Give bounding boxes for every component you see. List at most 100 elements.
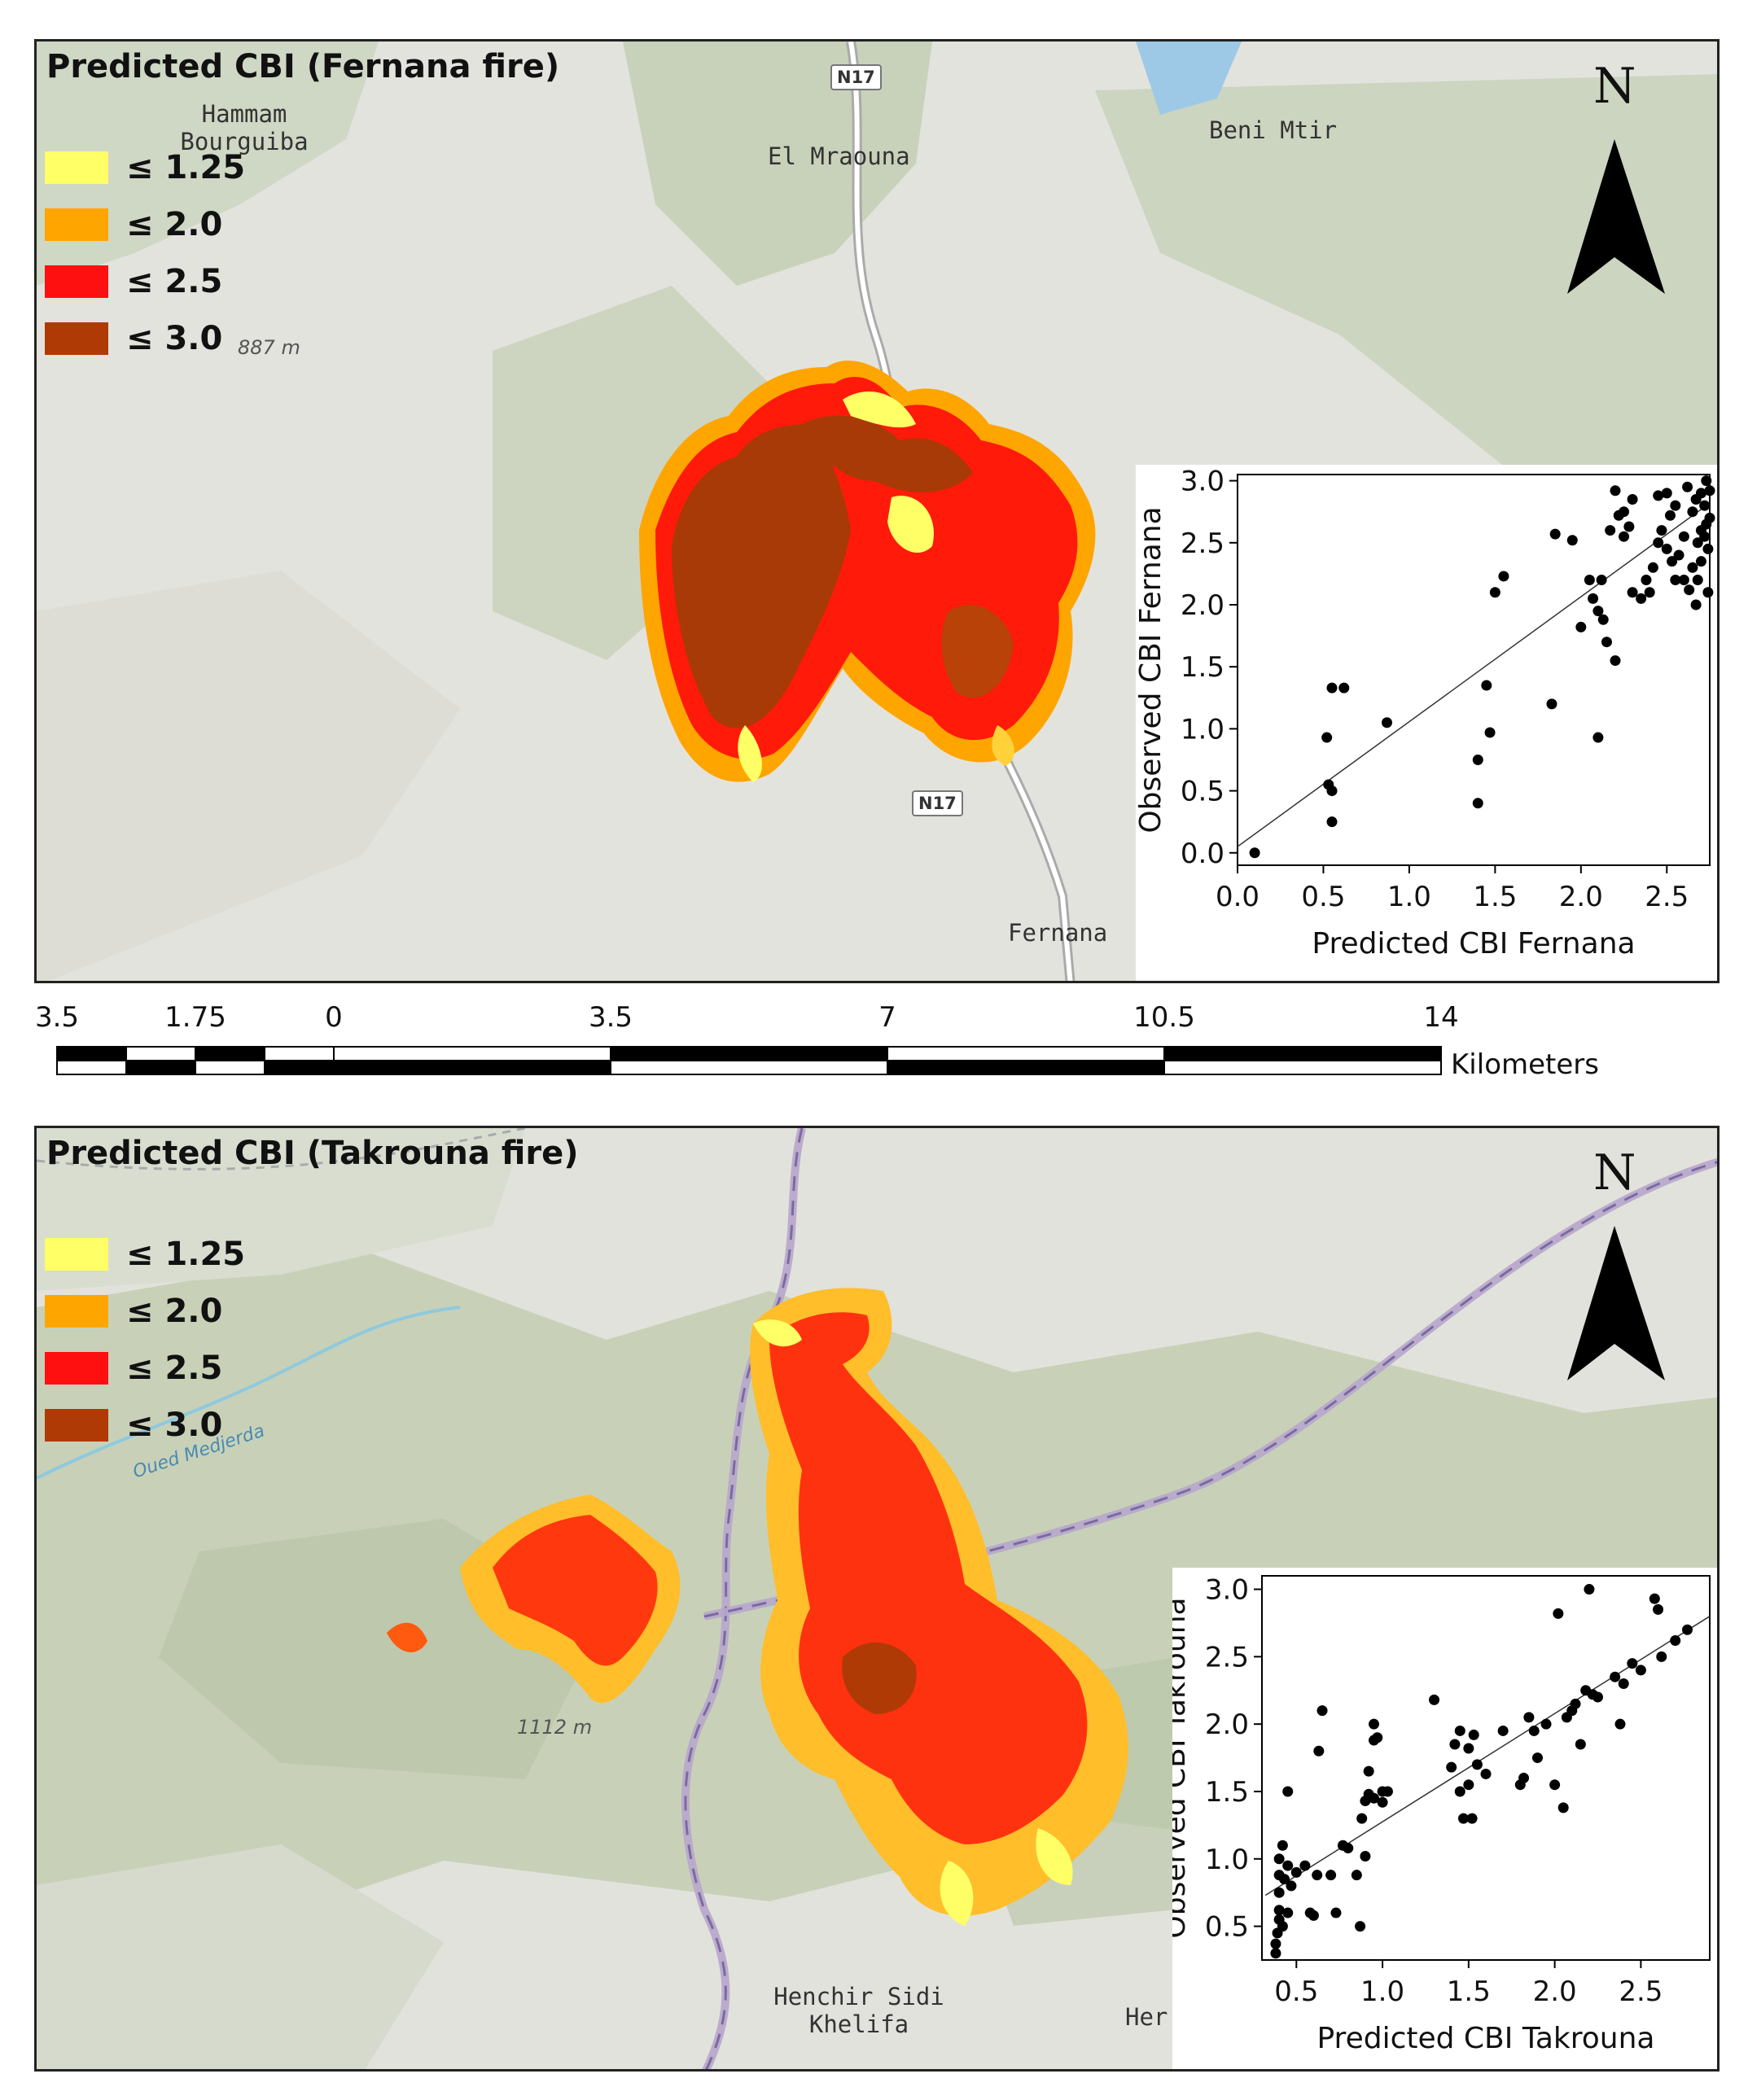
scatter-point xyxy=(1667,556,1678,567)
y-tick-label: 2.5 xyxy=(1205,1641,1249,1673)
scatter-point xyxy=(1673,549,1684,561)
scale-tick-label: 10.5 xyxy=(1133,1001,1195,1034)
scatter-point xyxy=(1684,584,1695,596)
legend-item: ≤ 2.5 xyxy=(45,253,245,310)
scatter-point xyxy=(1351,1870,1362,1881)
scatter-point xyxy=(1623,521,1635,532)
scatter-point xyxy=(1446,1761,1457,1773)
scatter-point xyxy=(1277,1921,1288,1932)
scatter-point xyxy=(1596,575,1607,586)
scatter-point xyxy=(1429,1694,1440,1705)
y-tick-label: 0.0 xyxy=(1181,838,1224,870)
scatter-point xyxy=(1282,1907,1294,1918)
y-tick-label: 3.0 xyxy=(1181,466,1224,498)
scatter-point xyxy=(1636,593,1647,604)
place-label-el-mraouna: El Mraouna xyxy=(768,142,910,170)
legend-item: ≤ 2.5 xyxy=(45,1340,245,1397)
scatter-point xyxy=(1695,556,1706,567)
legend-item: ≤ 3.0 xyxy=(45,1397,245,1454)
x-tick-label: 2.5 xyxy=(1619,1975,1663,2008)
scatter-point xyxy=(1653,1603,1664,1615)
scatter-point xyxy=(1627,1658,1638,1669)
scatter-point xyxy=(1463,1779,1474,1791)
scatter-point xyxy=(1627,587,1638,598)
scale-tick-label: 7 xyxy=(878,1001,896,1034)
scatter-point xyxy=(1273,1853,1285,1865)
legend-item: ≤ 2.0 xyxy=(45,1283,245,1340)
scatter-point xyxy=(1518,1772,1530,1783)
scale-unit-label: Kilometers xyxy=(1451,1048,1599,1081)
place-label-beni-mtir: Beni Mtir xyxy=(1209,116,1338,144)
legend-item: ≤ 3.0 xyxy=(45,310,245,367)
scatter-point xyxy=(1326,682,1338,693)
legend-swatch xyxy=(45,1295,108,1328)
scatter-point xyxy=(1678,575,1689,586)
x-tick-label: 1.0 xyxy=(1360,1975,1404,2008)
legend-swatch xyxy=(45,208,108,241)
scatter-point xyxy=(1566,535,1578,546)
takrouna-map-panel: Predicted CBI (Takrouna fire) ≤ 1.25 ≤ 2… xyxy=(34,1126,1720,2072)
scatter-point xyxy=(1553,1608,1564,1619)
scatter-point xyxy=(1290,1866,1302,1878)
scatter-point xyxy=(1369,1792,1379,1804)
takrouna-legend: ≤ 1.25 ≤ 2.0 ≤ 2.5 ≤ 3.0 xyxy=(45,1226,245,1454)
scatter-point xyxy=(1321,732,1333,743)
fernana-scatter-inset: 0.0 0.5 1.0 1.5 2.0 2.5 0.0 0.5 1.0 1.5 2.0 2.5 3.0 P… xyxy=(1136,465,1717,981)
north-letter: N xyxy=(1593,1144,1636,1201)
takrouna-scatter-inset: 0.5 1.0 1.5 2.0 2.5 0.5 1.0 1.5 2.0 2.5 3.0 Predict… xyxy=(1172,1568,1717,2069)
scatter-point xyxy=(1661,488,1672,499)
scatter-point xyxy=(1316,1705,1328,1717)
legend-label: ≤ 1.25 xyxy=(126,149,246,186)
scatter-point xyxy=(1325,1870,1337,1881)
scale-bar: 3.5 1.75 0 3.5 7 10.5 14 Kilometers xyxy=(34,995,1599,1084)
scatter-point xyxy=(1557,1802,1569,1813)
scatter-point xyxy=(1498,571,1509,582)
scatter-point xyxy=(1277,1840,1288,1851)
road-shield-n17-south: N17 xyxy=(912,790,963,816)
scatter-point xyxy=(1678,531,1689,542)
scatter-point xyxy=(1382,1786,1393,1797)
scatter-point xyxy=(1249,847,1260,859)
scatter-point xyxy=(1682,1624,1693,1635)
scatter-point xyxy=(1644,587,1655,598)
scatter-point xyxy=(1528,1725,1540,1736)
scatter-point xyxy=(1497,1725,1509,1736)
y-axis-label: Observed CBI Takrouna xyxy=(1172,1597,1192,1938)
scatter-point xyxy=(1270,1938,1281,1949)
fernana-burn-area xyxy=(639,360,1096,782)
y-axis-label: Observed CBI Fernana xyxy=(1136,506,1168,833)
scatter-point xyxy=(1481,680,1492,691)
y-tick-label: 2.0 xyxy=(1181,589,1224,622)
x-tick-label: 1.5 xyxy=(1473,881,1517,913)
north-arrow: N xyxy=(1567,1144,1673,1389)
legend-swatch xyxy=(45,322,108,355)
legend-swatch xyxy=(45,1409,108,1442)
scatter-point xyxy=(1549,528,1561,540)
x-tick-label: 1.0 xyxy=(1387,881,1431,913)
scatter-point xyxy=(1369,1718,1379,1730)
scatter-point xyxy=(1704,512,1715,523)
scatter-point xyxy=(1670,500,1681,511)
legend-item: ≤ 1.25 xyxy=(45,139,245,196)
road-shield-n17-north: N17 xyxy=(830,64,882,90)
scatter-point xyxy=(1480,1768,1492,1779)
scatter-point xyxy=(1670,575,1681,586)
scatter-point xyxy=(1381,717,1392,728)
scatter-point xyxy=(1618,1678,1629,1689)
legend-swatch xyxy=(45,1352,108,1385)
north-letter: N xyxy=(1593,58,1636,115)
scatter-point xyxy=(1458,1813,1469,1824)
place-label-her: Her xyxy=(1125,2003,1168,2031)
scatter-point xyxy=(1647,562,1658,573)
y-tick-label: 0.5 xyxy=(1181,776,1224,808)
y-tick-label: 0.5 xyxy=(1205,1911,1249,1944)
legend-label: ≤ 1.25 xyxy=(126,1236,246,1273)
scatter-point xyxy=(1687,562,1698,573)
scatter-point xyxy=(1549,1779,1561,1791)
legend-swatch xyxy=(45,151,108,184)
x-axis-label: Predicted CBI Fernana xyxy=(1312,927,1635,960)
y-tick-label: 1.0 xyxy=(1181,713,1224,746)
scatter-point xyxy=(1449,1739,1461,1750)
scatter-point xyxy=(1472,798,1483,809)
scale-bar-graphic xyxy=(56,1046,1442,1075)
